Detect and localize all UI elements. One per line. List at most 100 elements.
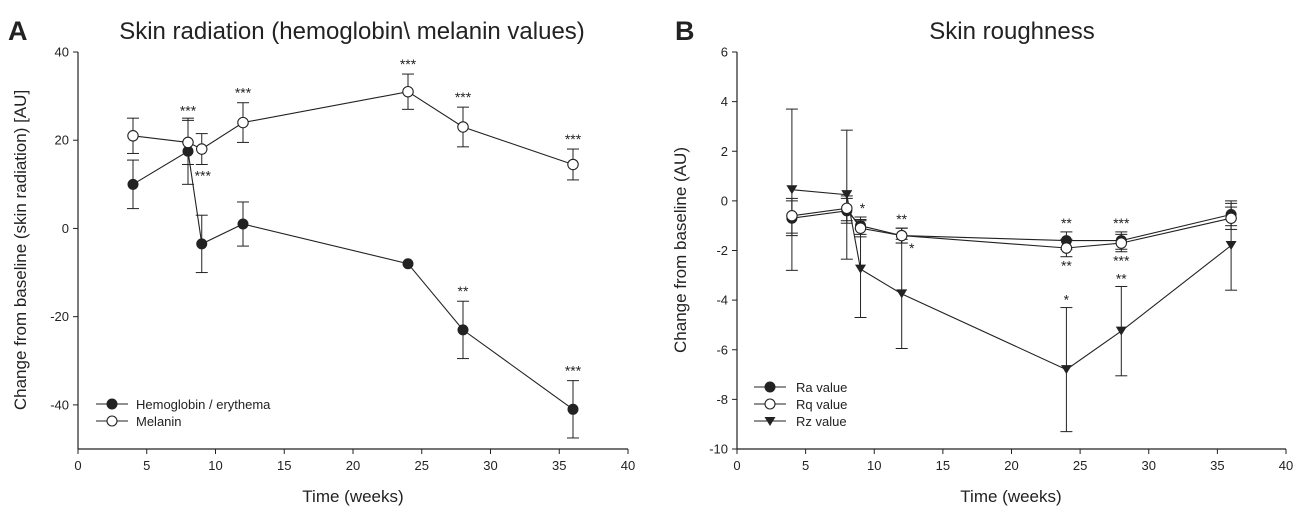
y-tick-label: 0	[721, 193, 728, 208]
legend-marker-open-circle	[106, 415, 118, 427]
panel-a-legend: Hemoglobin / erythema Melanin	[96, 397, 271, 429]
x-tick-label: 30	[1142, 458, 1156, 473]
y-tick-label: 2	[721, 144, 728, 159]
significance-label: ***	[1113, 215, 1130, 231]
y-tick-label: -2	[716, 243, 728, 258]
legend-label: Hemoglobin / erythema	[136, 397, 271, 412]
panel-a-letter: A	[8, 16, 28, 46]
series-line-0	[132, 150, 574, 410]
legend-label: Rq value	[796, 397, 847, 412]
significance-label: ***	[400, 56, 417, 72]
data-point-open-circle	[1115, 237, 1128, 249]
data-point-open-circle	[196, 143, 208, 155]
y-tick-label: 6	[721, 45, 728, 60]
legend-item-rq: Rq value	[754, 397, 847, 412]
panel-b-error-bars	[785, 108, 1238, 433]
x-tick-label: 40	[1279, 458, 1293, 473]
y-tick-label: 0	[62, 221, 69, 236]
x-tick-label: 35	[1210, 458, 1224, 473]
panel-a: A Skin radiation (hemoglobin\ melanin va…	[8, 16, 635, 506]
data-point-open-circle	[567, 158, 579, 171]
significance-label: **	[458, 283, 469, 299]
x-tick-label: 10	[208, 458, 222, 473]
significance-label: ***	[565, 131, 582, 147]
panel-a-x-axis-title: Time (weeks)	[302, 487, 403, 506]
y-tick-label: -4	[716, 293, 728, 308]
significance-label: ***	[1113, 253, 1130, 269]
y-tick-label: -10	[709, 442, 728, 457]
legend-item-melanin: Melanin	[96, 414, 182, 429]
data-point-filled-circle	[402, 258, 414, 270]
significance-label: **	[1116, 270, 1127, 286]
x-tick-label: 0	[74, 458, 81, 473]
y-tick-label: 4	[721, 94, 728, 109]
data-point-open-circle	[854, 222, 867, 234]
panel-b-title: Skin roughness	[929, 18, 1094, 45]
y-tick-label: -6	[716, 342, 728, 357]
panel-a-error-bars	[127, 73, 579, 439]
legend-item-rz: Rz value	[754, 414, 847, 429]
data-point-open-circle	[786, 210, 798, 222]
panel-a-y-axis-title: Change from baseline (skin radiation) [A…	[11, 90, 30, 410]
x-tick-label: 10	[867, 458, 881, 473]
x-tick-label: 0	[733, 458, 740, 473]
y-tick-label: -40	[50, 397, 69, 412]
data-point-open-circle	[841, 202, 853, 215]
legend-label: Rz value	[796, 414, 847, 429]
panel-b-markers	[786, 185, 1237, 375]
significance-label: ***	[455, 89, 472, 105]
panel-b: B Skin roughness 0 5 10 15 20 25 30 35 40-10-8-6…	[671, 16, 1293, 506]
legend-label: Melanin	[136, 414, 182, 429]
panel-b-letter: B	[675, 16, 695, 46]
data-point-filled-circle	[567, 403, 579, 415]
x-tick-label: 25	[415, 458, 429, 473]
panel-b-y-axis-title: Change from baseline (AU)	[671, 147, 690, 353]
significance-label: **	[1061, 215, 1072, 231]
data-point-triangle	[1115, 326, 1127, 336]
y-tick-label: 20	[55, 133, 69, 148]
significance-label: *	[1064, 292, 1070, 308]
significance-label: ***	[180, 102, 197, 118]
data-point-triangle	[1060, 365, 1072, 375]
significance-label: ***	[565, 363, 582, 379]
data-point-triangle	[841, 190, 853, 200]
data-point-filled-circle	[127, 178, 139, 190]
legend-item-ra: Ra value	[754, 380, 847, 395]
data-point-open-circle	[895, 229, 908, 242]
y-tick-label: -20	[50, 309, 69, 324]
panel-b-significance-labels: *** ** ****** ******	[860, 200, 1130, 308]
legend-marker-filled-circle	[106, 398, 118, 410]
data-point-filled-circle	[457, 324, 469, 336]
legend-item-hemoglobin: Hemoglobin / erythema	[96, 397, 271, 412]
panel-a-significance-labels: ***********************	[180, 56, 582, 379]
y-tick-label: -8	[716, 392, 728, 407]
panel-a-series-lines	[132, 91, 574, 410]
x-tick-label: 30	[483, 458, 497, 473]
x-tick-label: 25	[1073, 458, 1087, 473]
data-point-open-circle	[1060, 242, 1073, 254]
data-point-open-circle	[457, 121, 469, 133]
panel-b-ticks: 0 5 10 15 20 25 30 35 40 -10 -8 -6 -4 -2 0 2 4 6	[709, 45, 1293, 474]
x-tick-label: 15	[936, 458, 950, 473]
significance-label: **	[1061, 258, 1072, 274]
x-tick-label: 15	[277, 458, 291, 473]
legend-label: Ra value	[796, 380, 847, 395]
y-tick-label: 40	[55, 45, 69, 60]
significance-label: ***	[195, 167, 212, 183]
panel-b-legend: Ra value Rq value Rz value	[754, 380, 847, 429]
panel-b-x-axis-title: Time (weeks)	[960, 487, 1061, 506]
data-point-triangle	[855, 264, 867, 274]
data-point-triangle	[786, 185, 798, 195]
data-point-triangle	[1225, 241, 1237, 251]
significance-label: *	[909, 240, 915, 256]
panel-a-markers	[127, 85, 579, 415]
data-point-open-circle	[237, 116, 249, 129]
x-tick-label: 35	[552, 458, 566, 473]
data-point-open-circle	[182, 136, 194, 149]
data-point-open-circle	[402, 85, 414, 98]
x-tick-label: 20	[346, 458, 360, 473]
data-point-open-circle	[1225, 212, 1237, 224]
significance-label: *	[860, 200, 866, 216]
legend-marker-filled-triangle	[764, 417, 776, 426]
